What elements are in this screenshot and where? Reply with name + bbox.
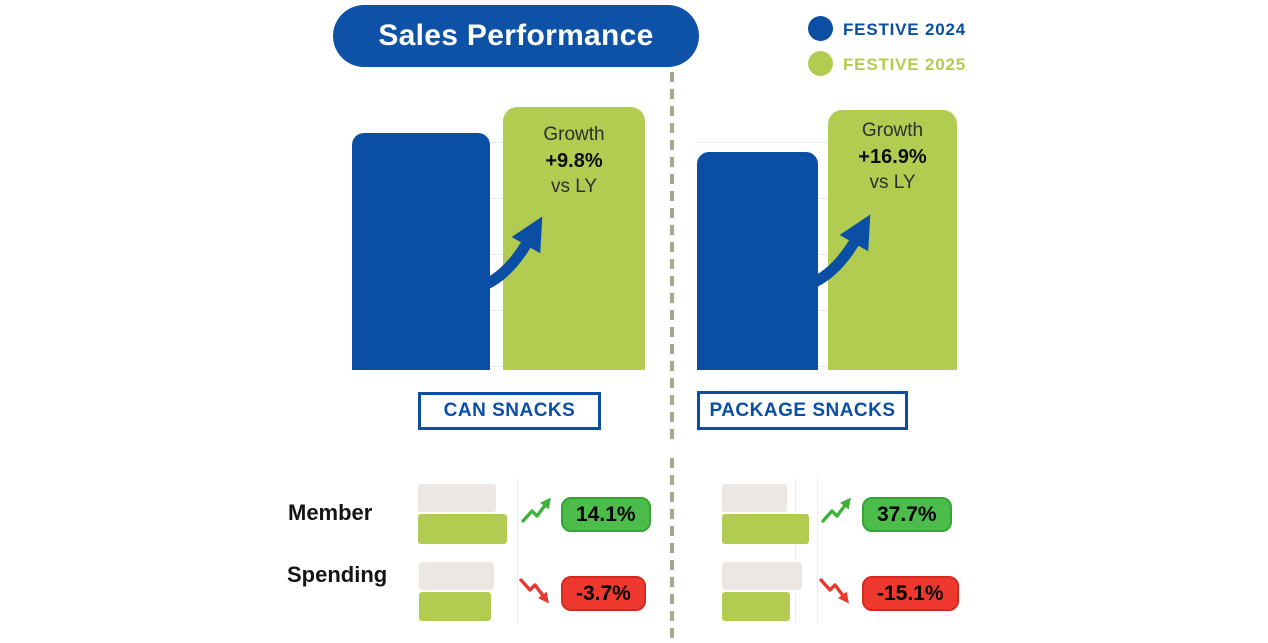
trend-up-icon	[521, 497, 551, 523]
change-badge-package-member: 37.7%	[862, 497, 952, 532]
bar-festive-2024-package-snacks	[697, 152, 818, 370]
page-title: Sales Performance	[378, 19, 654, 52]
trend-down-icon	[819, 578, 849, 604]
mini-bar-festive-2025-can-spending	[419, 592, 491, 621]
category-box-can-snacks: CAN SNACKS	[418, 392, 601, 430]
trend-down-icon	[519, 578, 549, 604]
growth-arrow-icon	[792, 214, 871, 294]
row-label-spending: Spending	[287, 562, 388, 587]
category-label: PACKAGE SNACKS	[709, 399, 896, 421]
growth-value: +9.8%	[545, 150, 603, 172]
mini-bar-festive-2025-package-spending	[722, 592, 790, 621]
change-badge-can-member: 14.1%	[561, 497, 651, 532]
mini-bar-festive-2024-package-member	[722, 484, 787, 512]
growth-label: Growth	[861, 120, 924, 141]
legend-label-festive-2024: FESTIVE 2024	[843, 20, 966, 39]
trend-up-icon	[821, 497, 851, 523]
category-box-package-snacks: PACKAGE SNACKS	[697, 391, 908, 430]
mini-bar-festive-2025-can-member	[418, 514, 507, 544]
legend-swatch-festive-2024	[808, 16, 833, 41]
divider-dashed-bottom	[670, 458, 674, 643]
mini-bar-festive-2025-package-member	[722, 514, 809, 544]
growth-annotation-package-snacks: Growth +16.9% vs LY	[828, 118, 957, 196]
growth-suffix: vs LY	[550, 176, 598, 197]
mini-bar-festive-2024-can-spending	[419, 562, 494, 590]
growth-label: Growth	[543, 124, 605, 145]
category-label: CAN SNACKS	[443, 400, 576, 421]
mini-gridline	[795, 478, 796, 624]
growth-arrow-icon	[464, 216, 543, 296]
mini-gridline	[517, 478, 518, 624]
mini-gridline	[817, 478, 818, 624]
bar-festive-2024-can-snacks	[352, 133, 490, 370]
title-pill: Sales Performance	[333, 5, 699, 67]
row-label-member: Member	[288, 500, 373, 525]
growth-value: +16.9%	[858, 146, 927, 168]
mini-bar-festive-2024-can-member	[418, 484, 496, 512]
growth-annotation-can-snacks: Growth +9.8% vs LY	[503, 122, 645, 200]
mini-bar-festive-2024-package-spending	[722, 562, 802, 590]
legend-swatch-festive-2025	[808, 51, 833, 76]
change-badge-can-spending: -3.7%	[561, 576, 646, 611]
change-badge-package-spending: -15.1%	[862, 576, 959, 611]
divider-dashed-top	[670, 72, 674, 442]
growth-suffix: vs LY	[869, 172, 916, 193]
legend-label-festive-2025: FESTIVE 2025	[843, 55, 966, 74]
